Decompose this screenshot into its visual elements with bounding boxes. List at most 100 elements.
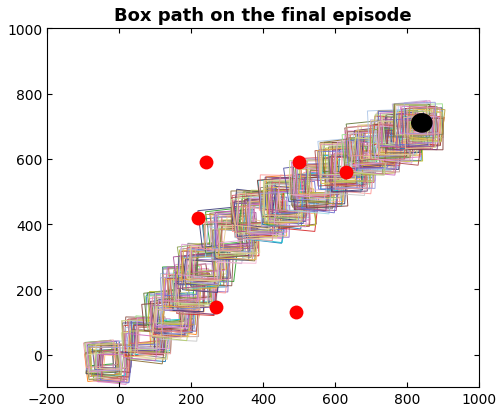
Bar bbox=[164, 267, 201, 304]
Bar bbox=[331, 158, 366, 187]
Bar bbox=[237, 195, 274, 225]
Bar bbox=[372, 129, 410, 159]
Bar bbox=[387, 114, 421, 150]
Bar bbox=[178, 256, 214, 285]
Bar bbox=[261, 186, 295, 222]
Bar bbox=[187, 246, 221, 282]
Bar bbox=[202, 216, 243, 254]
Bar bbox=[134, 330, 169, 358]
Bar bbox=[342, 133, 380, 164]
Bar bbox=[121, 331, 153, 358]
Bar bbox=[240, 192, 284, 232]
Bar bbox=[155, 293, 188, 326]
Bar bbox=[98, 354, 128, 377]
Bar bbox=[334, 142, 369, 176]
Bar bbox=[376, 127, 415, 159]
Bar bbox=[163, 275, 199, 301]
Bar bbox=[295, 170, 328, 202]
Bar bbox=[381, 127, 419, 157]
Bar bbox=[168, 277, 200, 304]
Bar bbox=[237, 204, 280, 233]
Bar bbox=[356, 134, 395, 168]
Bar bbox=[329, 143, 369, 174]
Bar bbox=[375, 126, 417, 164]
Bar bbox=[244, 208, 277, 237]
Bar bbox=[231, 199, 268, 236]
Bar bbox=[329, 155, 363, 192]
Bar bbox=[168, 267, 201, 295]
Bar bbox=[170, 274, 205, 306]
Bar bbox=[361, 130, 396, 164]
Bar bbox=[89, 352, 117, 376]
Bar bbox=[400, 119, 431, 150]
Bar bbox=[320, 155, 360, 190]
Bar bbox=[296, 165, 331, 197]
Bar bbox=[167, 277, 204, 307]
Bar bbox=[176, 280, 210, 310]
Bar bbox=[222, 217, 252, 247]
Bar bbox=[275, 180, 310, 213]
Bar bbox=[400, 107, 434, 135]
Bar bbox=[358, 136, 397, 170]
Bar bbox=[145, 294, 184, 327]
Bar bbox=[272, 187, 310, 222]
Bar bbox=[307, 167, 342, 198]
Title: Box path on the final episode: Box path on the final episode bbox=[114, 7, 412, 25]
Bar bbox=[408, 115, 439, 149]
Bar bbox=[161, 307, 199, 337]
Bar bbox=[134, 324, 165, 350]
Bar bbox=[176, 264, 213, 300]
Bar bbox=[269, 187, 306, 216]
Bar bbox=[177, 280, 218, 315]
Bar bbox=[297, 176, 331, 211]
Bar bbox=[142, 302, 181, 331]
Bar bbox=[330, 147, 364, 181]
Bar bbox=[266, 175, 306, 214]
Bar bbox=[175, 276, 215, 314]
Bar bbox=[196, 244, 238, 282]
Bar bbox=[371, 127, 407, 160]
Bar bbox=[214, 216, 250, 250]
Bar bbox=[385, 126, 423, 166]
Bar bbox=[150, 300, 184, 336]
Bar bbox=[293, 168, 328, 199]
Bar bbox=[323, 143, 358, 173]
Bar bbox=[342, 141, 383, 174]
Bar bbox=[402, 121, 434, 147]
Bar bbox=[345, 132, 386, 166]
Bar bbox=[318, 148, 356, 184]
Bar bbox=[161, 306, 192, 337]
Bar bbox=[150, 298, 192, 335]
Bar bbox=[269, 183, 306, 224]
Bar bbox=[378, 112, 415, 148]
Bar bbox=[98, 351, 132, 380]
Bar bbox=[123, 334, 159, 361]
Bar bbox=[268, 180, 309, 221]
Bar bbox=[278, 190, 316, 227]
Bar bbox=[297, 180, 338, 211]
Bar bbox=[184, 250, 217, 280]
Bar bbox=[402, 115, 441, 146]
Bar bbox=[96, 344, 125, 368]
Bar bbox=[407, 110, 444, 141]
Bar bbox=[372, 120, 409, 157]
Bar bbox=[90, 345, 119, 376]
Bar bbox=[258, 178, 302, 216]
Bar bbox=[215, 209, 258, 246]
Bar bbox=[266, 182, 301, 216]
Bar bbox=[391, 126, 422, 161]
Bar bbox=[400, 116, 434, 143]
Bar bbox=[191, 244, 224, 273]
Bar bbox=[319, 149, 354, 184]
Bar bbox=[308, 169, 345, 202]
Bar bbox=[396, 115, 430, 146]
Bar bbox=[168, 265, 205, 302]
Bar bbox=[275, 190, 309, 228]
Bar bbox=[121, 320, 157, 350]
Bar bbox=[94, 350, 121, 381]
Bar bbox=[218, 230, 258, 260]
Bar bbox=[321, 156, 364, 193]
Bar bbox=[177, 243, 216, 275]
Bar bbox=[238, 199, 281, 236]
Bar bbox=[348, 139, 386, 175]
